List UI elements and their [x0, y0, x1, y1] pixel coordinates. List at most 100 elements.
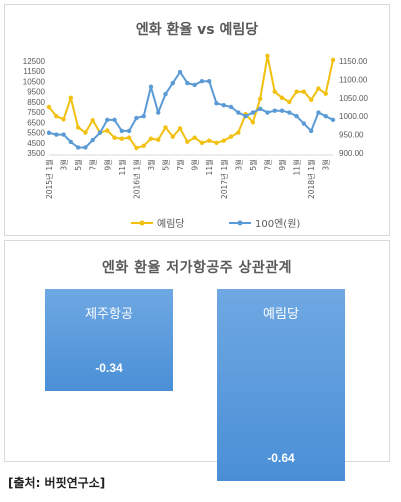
bar-label-yearimdang: 예림당 — [263, 306, 299, 321]
data-point-yen — [163, 91, 168, 97]
data-point-yen — [250, 110, 256, 115]
x-tick-label: 9월 — [277, 159, 287, 171]
data-point-yearimdang — [221, 138, 226, 143]
left-axis-tick: 10500 — [23, 77, 46, 86]
data-point-yen — [61, 132, 66, 137]
x-tick-label: 5월 — [161, 159, 171, 171]
right-axis-tick: 950.00 — [339, 131, 364, 140]
data-point-yen — [287, 110, 292, 115]
data-point-yen — [228, 104, 234, 110]
data-point-yen — [170, 80, 175, 86]
series-line-yen — [48, 71, 334, 149]
data-point-yen — [105, 117, 110, 123]
data-point-yen — [192, 82, 197, 88]
bar-yearimdang: 예림당 -0.64 — [217, 289, 345, 481]
bottom-chart-panel: 엔화 환율 저가항공주 상관관계 제주항공 -0.34 예림당 -0.64 — [4, 240, 390, 481]
data-point-yearimdang — [279, 95, 285, 101]
bar-label-jeju-air: 제주항공 — [85, 306, 133, 321]
data-point-yearimdang — [141, 143, 146, 149]
x-tick-label: 11월 — [117, 159, 127, 176]
x-tick-label: 9월 — [102, 159, 112, 171]
data-point-yearimdang — [83, 130, 88, 135]
data-point-yearimdang — [250, 120, 256, 125]
bar-value-jeju-air: -0.34 — [95, 361, 123, 375]
data-point-yearimdang — [207, 138, 212, 143]
data-point-yearimdang — [301, 89, 307, 94]
data-point-yen — [323, 114, 328, 119]
legend-label: 예림당 — [157, 218, 185, 230]
legend-marker — [237, 220, 243, 226]
data-point-yearimdang — [323, 91, 328, 96]
data-point-yen — [214, 101, 219, 106]
line-chart: 1250011500105009500850075006500550045003… — [23, 53, 368, 230]
data-point-yearimdang — [257, 96, 263, 102]
data-point-yearimdang — [90, 118, 95, 123]
bottom-chart-title: 엔화 환율 저가항공주 상관관계 — [101, 260, 293, 276]
left-axis-tick: 6500 — [27, 118, 45, 127]
data-point-yen — [265, 110, 270, 115]
x-tick-label: 7월 — [175, 159, 185, 171]
x-tick-label: 11월 — [204, 159, 214, 176]
x-tick-label: 3월 — [146, 159, 156, 171]
x-tick-label: 7월 — [88, 159, 98, 171]
data-point-yearimdang — [330, 57, 336, 63]
data-point-yen — [75, 145, 81, 150]
data-point-yearimdang — [148, 136, 154, 141]
right-axis-tick: 1050.00 — [339, 94, 368, 103]
data-point-yen — [97, 130, 103, 135]
data-point-yearimdang — [126, 135, 132, 140]
left-axis-tick: 3500 — [27, 149, 45, 158]
x-tick-label: 3월 — [321, 159, 331, 171]
data-point-yearimdang — [294, 89, 299, 94]
data-point-yen — [126, 128, 132, 134]
data-point-yen — [134, 115, 139, 121]
data-point-yearimdang — [236, 130, 241, 135]
x-tick-label: 2015년 1월 — [44, 159, 54, 199]
data-point-yen — [156, 110, 161, 115]
legend-label: 100엔(원) — [255, 218, 300, 230]
data-point-yearimdang — [265, 53, 270, 59]
right-axis-tick: 1000.00 — [339, 112, 368, 121]
data-point-yearimdang — [119, 136, 125, 141]
source-note: [출처: 버핏연구소] — [8, 476, 106, 490]
data-point-yearimdang — [134, 145, 139, 151]
data-point-yen — [185, 80, 190, 86]
data-point-yearimdang — [287, 99, 292, 105]
series-line-yearimdang — [48, 54, 334, 149]
data-point-yearimdang — [112, 135, 117, 140]
data-point-yen — [221, 102, 226, 108]
data-point-yen — [207, 79, 212, 84]
data-point-yen — [177, 69, 183, 75]
left-axis-tick: 7500 — [27, 108, 45, 117]
x-tick-label: 9월 — [190, 159, 200, 171]
bar-jeju-air: 제주항공 -0.34 — [45, 289, 173, 391]
left-axis-tick: 9500 — [27, 88, 45, 97]
x-tick-label: 2017년 1월 — [219, 159, 229, 199]
data-point-yearimdang — [46, 104, 52, 110]
x-tick-label: 11월 — [292, 159, 302, 176]
x-tick-label: 3월 — [233, 159, 243, 171]
data-point-yen — [141, 114, 146, 119]
data-point-yen — [330, 117, 336, 123]
left-axis-tick: 12500 — [23, 57, 46, 66]
data-point-yearimdang — [105, 128, 110, 133]
data-point-yen — [316, 110, 321, 115]
data-point-yen — [294, 114, 299, 119]
x-tick-label: 7월 — [262, 159, 272, 171]
data-point-yen — [54, 132, 59, 137]
left-axis-tick: 11500 — [23, 67, 45, 76]
data-point-yen — [272, 108, 277, 113]
right-axis-tick: 900.00 — [339, 149, 364, 158]
data-point-yearimdang — [68, 95, 74, 101]
data-point-yearimdang — [75, 125, 81, 130]
data-point-yen — [279, 108, 285, 113]
data-point-yen — [199, 79, 205, 84]
right-axis-tick: 1100.00 — [339, 75, 368, 84]
top-chart-panel: 엔화 환율 vs 예림당 12500 11500 10500 9500 8500 7500… — [4, 4, 390, 236]
data-point-yen — [308, 128, 314, 134]
data-point-yearimdang — [228, 134, 234, 139]
top-chart-title: 엔화 환율 vs 예림당 — [135, 22, 259, 38]
data-point-yen — [257, 106, 263, 112]
data-point-yen — [83, 145, 88, 150]
data-point-yearimdang — [192, 135, 197, 140]
